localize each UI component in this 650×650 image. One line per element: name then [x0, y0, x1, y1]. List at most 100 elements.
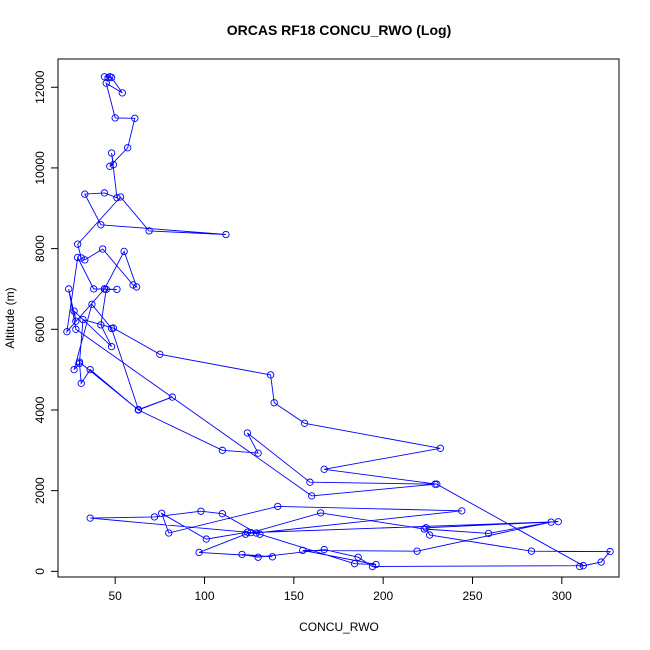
data-point — [81, 256, 89, 264]
chart-title: ORCAS RF18 CONCU_RWO (Log) — [227, 22, 452, 38]
data-point — [74, 253, 82, 262]
data-point — [247, 528, 255, 537]
data-point — [134, 406, 143, 414]
data-point — [106, 162, 114, 170]
data-point — [157, 509, 166, 517]
data-series — [63, 73, 614, 571]
data-point — [100, 189, 109, 197]
data-point — [299, 546, 307, 555]
data-point — [81, 190, 89, 198]
data-point — [102, 79, 110, 87]
data-point — [107, 324, 116, 333]
data-point — [113, 194, 121, 202]
data-point — [202, 535, 210, 543]
data-point — [266, 371, 275, 379]
data-point — [422, 524, 430, 532]
data-point — [606, 547, 614, 556]
data-point — [77, 379, 85, 388]
data-point — [100, 285, 109, 293]
data-point — [65, 285, 73, 293]
data-point — [527, 547, 536, 555]
data-point — [72, 325, 80, 333]
x-axis-title: CONCU_RWO — [299, 620, 379, 634]
data-point — [420, 525, 428, 533]
data-point — [554, 518, 562, 526]
data-point — [254, 449, 262, 457]
data-point — [243, 528, 252, 536]
y-tick-label: 12000 — [33, 70, 47, 104]
y-tick-label: 0 — [33, 568, 47, 575]
data-point — [197, 507, 205, 515]
data-point — [156, 350, 164, 358]
data-point — [86, 365, 94, 374]
y-axis-title: Altitude (m) — [3, 287, 17, 348]
data-point — [436, 444, 444, 452]
data-point — [316, 509, 325, 517]
data-point — [320, 465, 328, 473]
data-point — [104, 74, 112, 82]
data-point — [238, 550, 246, 559]
data-point — [308, 492, 316, 500]
data-point — [274, 502, 282, 511]
data-point — [254, 553, 262, 561]
data-point — [241, 530, 250, 538]
data-point — [256, 530, 264, 538]
y-axis: 0 2000 4000 6000 8000 10000 12000 — [33, 70, 59, 575]
data-point — [320, 545, 328, 554]
data-point — [218, 510, 227, 518]
data-point — [547, 518, 555, 526]
data-point — [222, 230, 230, 239]
data-point — [77, 254, 85, 262]
data-point — [124, 144, 132, 152]
data-point — [306, 478, 314, 486]
data-point — [579, 562, 587, 570]
data-point — [88, 300, 96, 308]
data-point — [75, 358, 84, 366]
data-point — [63, 328, 71, 336]
data-point — [74, 240, 82, 248]
data-point — [433, 480, 441, 488]
data-point — [120, 247, 128, 256]
data-point — [109, 161, 118, 169]
y-tick-label: 10000 — [33, 151, 47, 185]
x-tick-label: 200 — [373, 589, 393, 603]
plot-frame — [57, 58, 620, 578]
data-point — [86, 514, 94, 522]
data-point — [118, 89, 126, 97]
y-tick-label: 2000 — [33, 477, 47, 504]
data-point — [413, 547, 421, 555]
data-point — [150, 513, 159, 521]
x-tick-label: 50 — [108, 589, 122, 603]
data-point — [97, 221, 105, 229]
data-point — [368, 562, 377, 571]
data-point — [243, 429, 252, 437]
x-tick-label: 100 — [194, 589, 214, 603]
data-point — [576, 562, 584, 571]
data-point — [90, 285, 98, 293]
data-point — [107, 149, 116, 157]
data-point — [431, 480, 439, 488]
x-tick-label: 300 — [552, 589, 572, 603]
data-point — [145, 227, 153, 235]
data-point — [79, 315, 87, 324]
data-point — [99, 245, 107, 253]
x-tick-label: 150 — [284, 589, 304, 603]
data-point — [132, 283, 141, 291]
data-point — [218, 446, 227, 454]
data-point — [350, 560, 359, 568]
x-axis: 50 100 150 200 250 300 — [108, 576, 572, 603]
data-point — [597, 558, 605, 566]
data-point — [354, 553, 362, 561]
series-line — [66, 76, 612, 567]
data-point — [165, 529, 173, 537]
data-point — [270, 399, 278, 407]
data-point — [70, 307, 78, 315]
data-point — [70, 365, 78, 374]
data-point — [484, 529, 493, 538]
data-point — [97, 321, 105, 329]
data-point — [111, 114, 119, 122]
data-point — [252, 529, 260, 537]
data-point — [113, 285, 121, 294]
data-point — [116, 193, 125, 201]
